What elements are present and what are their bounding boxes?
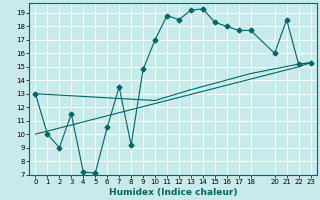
- X-axis label: Humidex (Indice chaleur): Humidex (Indice chaleur): [109, 188, 237, 197]
